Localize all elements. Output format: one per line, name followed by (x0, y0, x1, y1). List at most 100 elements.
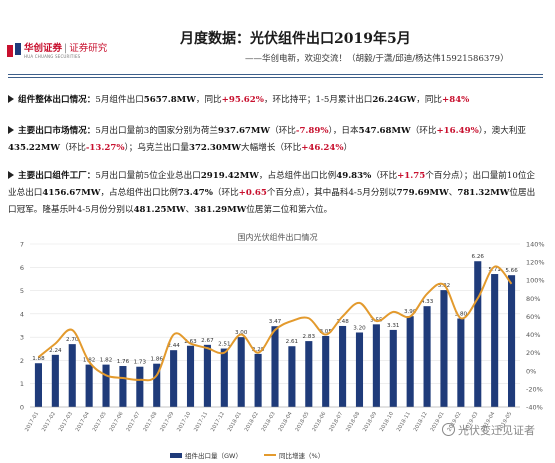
bar (389, 329, 397, 407)
y-left-tick-label: 2 (20, 357, 24, 365)
watermark: 光伏变迁见证者 (442, 422, 535, 438)
x-tick-label: 2017-10 (176, 411, 192, 433)
paragraph-module-factories: 主要出口组件工厂：5月出口量前5位企业总出口2919.42MW，占总组件出口比例… (8, 168, 543, 219)
bar-data-label: 3.47 (269, 319, 282, 325)
bar (85, 364, 93, 407)
x-tick-label: 2017-04 (75, 410, 91, 432)
y-right-tick-label: -40% (526, 404, 543, 412)
bar-data-label: 2.61 (286, 339, 299, 345)
bar (170, 350, 178, 407)
value-red: -7.89% (295, 126, 329, 136)
bar (119, 366, 127, 407)
bar-data-label: 3.00 (235, 330, 248, 336)
bar-data-label: 2.51 (218, 342, 231, 348)
bar-data-label: 3.80 (455, 312, 468, 318)
text-segment: ，占总组件出口比例 (100, 188, 178, 198)
bar (271, 326, 279, 407)
x-tick-label: 2017-08 (142, 411, 158, 433)
text-segment: ，占总组件出口比例 (258, 171, 337, 181)
y-right-tick-label: 100% (526, 277, 545, 285)
y-right-tick-label: 140% (526, 241, 545, 249)
wechat-icon (442, 423, 455, 436)
chart-legend: 组件出口量（GW） 同比增速（%） (170, 450, 324, 460)
paragraph-overall-export: 组件整体出口情况：5月组件出口5657.8MW，同比+95.62%，环比持平；1… (8, 92, 543, 109)
value-highlight: 781.32MW (457, 188, 510, 198)
text-segment: （环比 (371, 171, 398, 181)
x-tick-label: 2017-07 (126, 411, 142, 433)
text-segment: （环比 (212, 188, 239, 198)
paragraph-label: 主要出口组件工厂： (18, 171, 96, 181)
bar (288, 346, 296, 407)
bar-data-label: 4.33 (421, 299, 434, 305)
bar (237, 337, 245, 407)
text-segment: 个百分点），其中晶科4-5月分别以 (266, 188, 397, 198)
bar (34, 363, 42, 407)
paragraph-export-markets: 主要出口市场情况：5月出口量前3的国家分别为荷兰937.67MW（环比-7.89… (8, 123, 543, 157)
bar (423, 306, 431, 407)
text-segment: 个百分点）；出口量前10位企业总出口 (8, 171, 536, 198)
bar (68, 344, 76, 407)
y-right-tick-label: 120% (526, 259, 545, 267)
bar-data-label: 3.31 (387, 323, 400, 329)
bar (406, 316, 414, 407)
x-tick-label: 2017-12 (210, 411, 226, 433)
value-highlight: 49.83% (336, 171, 372, 181)
bar-data-label: 2.83 (303, 334, 316, 340)
x-tick-label: 2018-03 (261, 411, 277, 433)
brand-name-text: 华创证券 (24, 43, 63, 54)
text-segment: ）；乌克兰出口量 (124, 143, 189, 153)
value-red: +16.49% (436, 126, 479, 136)
bar-data-label: 1.88 (32, 356, 45, 362)
value-highlight: 26.24GW (372, 95, 417, 105)
watermark-text: 光伏变迁见证者 (458, 424, 535, 437)
paragraph-label: 组件整体出口情况： (18, 95, 96, 105)
bar (220, 348, 228, 407)
text-segment: 、 (185, 205, 195, 215)
bar (355, 332, 364, 407)
bar (372, 324, 380, 407)
x-tick-label: 2018-06 (311, 411, 327, 433)
text-segment: 5月出口量前5位企业总出口 (95, 171, 201, 181)
bar-data-label: 3.90 (404, 309, 417, 315)
page-subtitle: ——华创电新，欢迎交流！（胡毅/于潇/邱迪/杨达伟15921586379） (245, 54, 509, 64)
bar (457, 318, 465, 407)
value-highlight: 779.69MW (396, 188, 449, 198)
y-right-tick-label: 80% (526, 295, 540, 303)
x-tick-label: 2018-11 (396, 411, 412, 433)
brand-logo: 华创证券 | 证券研究 HUA CHUANG SECURITIES (6, 38, 126, 72)
brand-department: 证券研究 (69, 43, 108, 54)
bar-data-label: 5.71 (488, 267, 501, 273)
bar-data-label: 2.70 (66, 337, 79, 343)
brand-separator: | (64, 43, 68, 54)
y-left-tick-label: 0 (20, 404, 24, 412)
x-tick-label: 2018-07 (328, 411, 344, 433)
brand-logo-icon (7, 43, 21, 57)
legend-bar-label: 组件出口量（GW） (185, 452, 242, 460)
bar-data-label: 1.76 (117, 359, 130, 365)
value-highlight: 4156.67MW (42, 188, 101, 198)
x-tick-label: 2017-01 (24, 411, 40, 433)
x-tick-label: 2017-02 (41, 411, 57, 433)
text-segment: ），日本 (328, 126, 359, 136)
bullet-triangle-icon (8, 95, 14, 103)
y-right-tick-label: -20% (526, 385, 543, 393)
x-tick-label: 2018-10 (379, 411, 395, 433)
value-red: +84% (442, 95, 470, 105)
x-tick-label: 2017-06 (109, 411, 125, 433)
x-tick-label: 2017-09 (159, 411, 175, 433)
value-highlight: 481.25MW (133, 205, 186, 215)
bar (508, 275, 516, 407)
y-right-tick-label: 40% (526, 331, 540, 339)
brand-name: 华创证券 | 证券研究 (24, 40, 107, 54)
bullet-triangle-icon (8, 126, 14, 134)
growth-line (37, 265, 513, 382)
bar (153, 363, 161, 407)
bar (440, 290, 448, 407)
value-red: +46.24% (301, 143, 344, 153)
bar-data-label: 3.05 (319, 329, 332, 335)
export-chart: 0 1 2 3 4 5 6 7 -40% -20% 0% 20% 40% 60% 80% 100% 120% 14… (20, 241, 545, 433)
value-red: +1.75 (397, 171, 426, 181)
bullet-triangle-icon (8, 171, 14, 179)
text-segment: ，同比 (195, 95, 222, 105)
x-tick-label: 2018-02 (244, 411, 260, 433)
